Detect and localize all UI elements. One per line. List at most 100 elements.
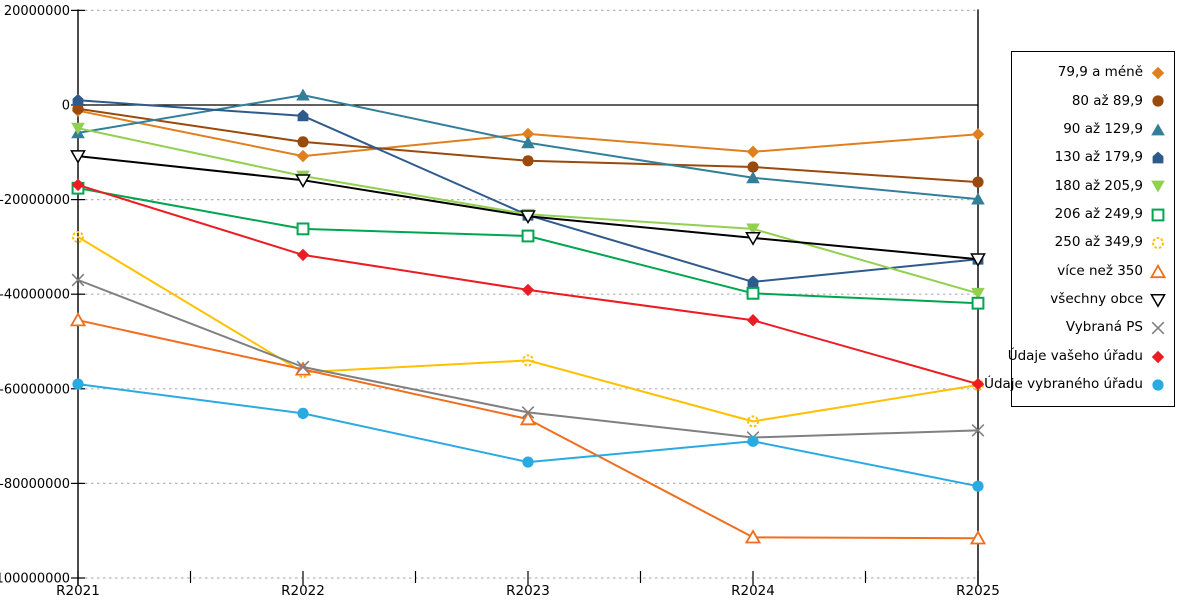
legend-marker-glyph [1152, 379, 1164, 391]
legend-x-cross-icon [1150, 320, 1166, 336]
legend-label: Vybraná PS [1065, 319, 1143, 336]
data-point-marker [521, 406, 535, 419]
legend-item: 206 až 249,9 [1018, 207, 1166, 223]
series-line [77, 236, 979, 423]
legend-item: všechny obce [1018, 292, 1166, 308]
data-point-marker [746, 286, 760, 300]
data-point-marker [72, 93, 84, 106]
x-axis-label: R2021 [56, 583, 100, 599]
data-point-marker [971, 287, 985, 300]
legend-label: Údaje vašeho úřadu [1007, 347, 1143, 364]
legend-circle-open-icon [1150, 235, 1166, 251]
data-point-marker [971, 128, 985, 141]
series-0 [71, 104, 985, 163]
data-point-marker [521, 283, 535, 297]
data-point-marker [971, 377, 985, 391]
data-point-marker [747, 275, 759, 288]
data-point-marker [72, 103, 84, 115]
data-point-marker [972, 480, 984, 492]
legend-label: 130 až 179,9 [1054, 149, 1143, 166]
legend-triangle-up-open-icon [1150, 263, 1166, 280]
series-3 [72, 93, 984, 288]
data-point-marker [747, 435, 759, 447]
data-point-marker [522, 155, 534, 167]
data-point-marker [294, 361, 312, 376]
data-point-marker [520, 210, 536, 225]
x-axis-label: R2023 [506, 583, 550, 599]
legend-marker-glyph [1151, 123, 1165, 136]
series-1 [72, 103, 984, 188]
series-11 [72, 378, 984, 492]
data-point-marker [746, 223, 760, 236]
legend-item: 79,9 a méně [1018, 65, 1166, 81]
data-point-marker [70, 150, 86, 164]
data-point-marker [521, 136, 535, 149]
legend-square-open-icon [1150, 207, 1166, 223]
data-point-marker [745, 231, 761, 246]
legend-label: 90 až 129,9 [1063, 120, 1143, 137]
legend-marker-glyph [1151, 181, 1165, 193]
y-axis-label: 20000000 [4, 4, 70, 19]
legend-pentagon-icon [1150, 150, 1166, 166]
y-axis-label: -60000000 [0, 382, 70, 397]
data-point-marker [296, 222, 310, 236]
data-point-marker [296, 149, 310, 163]
y-axis-label: -20000000 [0, 193, 70, 208]
data-point-marker [522, 354, 534, 367]
legend-marker-glyph [1151, 66, 1165, 80]
legend-diamond-icon [1150, 349, 1166, 365]
y-axis-label: 0 [62, 99, 70, 114]
data-point-marker [297, 136, 309, 148]
data-point-marker [971, 424, 985, 437]
legend-marker-glyph [1150, 293, 1166, 308]
legend-marker-glyph [1151, 321, 1165, 335]
data-point-marker [297, 109, 309, 122]
data-point-marker [747, 161, 759, 173]
data-point-marker [296, 360, 310, 374]
legend-marker-glyph [1152, 237, 1164, 250]
data-point-marker [746, 171, 760, 184]
legend-item: Údaje vybraného úřadu [984, 377, 1166, 393]
series-line [77, 155, 979, 261]
data-point-marker [521, 229, 535, 243]
legend-marker-glyph [1152, 151, 1164, 164]
data-point-marker [969, 530, 987, 545]
x-axis-label: R2024 [731, 583, 775, 599]
y-axis-label: -40000000 [0, 288, 70, 303]
data-point-marker [746, 314, 760, 327]
data-point-marker [297, 407, 309, 419]
data-point-marker [72, 378, 84, 390]
data-point-marker [971, 296, 985, 310]
data-point-marker [746, 145, 760, 158]
series-7 [69, 312, 987, 545]
data-point-marker [970, 253, 986, 268]
legend-circle-icon [1150, 93, 1166, 109]
chart-legend: 79,9 a méně 80 až 89,9 90 až 129,9 130 a… [984, 51, 1175, 407]
series-2 [71, 88, 985, 205]
y-axis-label: -80000000 [0, 477, 70, 492]
series-line [77, 319, 979, 540]
data-point-marker [747, 415, 759, 428]
data-point-marker [971, 192, 985, 205]
legend-label: více než 350 [1057, 262, 1143, 279]
legend-label: všechny obce [1050, 291, 1143, 308]
legend-item: více než 350 [1018, 262, 1166, 280]
legend-label: 80 až 89,9 [1071, 92, 1143, 109]
legend-label: Údaje vybraného úřadu [984, 376, 1143, 393]
legend-item: 80 až 89,9 [1018, 93, 1166, 109]
data-point-marker [972, 176, 984, 188]
legend-item: 180 až 205,9 [1018, 178, 1166, 194]
legend-circle-icon [1150, 377, 1166, 393]
series-9 [71, 273, 985, 444]
legend-item: 130 až 179,9 [1018, 150, 1166, 166]
data-point-marker [744, 529, 762, 544]
data-point-marker [296, 88, 310, 101]
legend-label: 250 až 349,9 [1054, 234, 1143, 251]
data-point-marker [71, 122, 85, 135]
series-6 [72, 231, 984, 428]
data-point-marker [296, 248, 310, 262]
legend-marker-glyph [1152, 95, 1164, 107]
data-point-marker [71, 273, 85, 287]
